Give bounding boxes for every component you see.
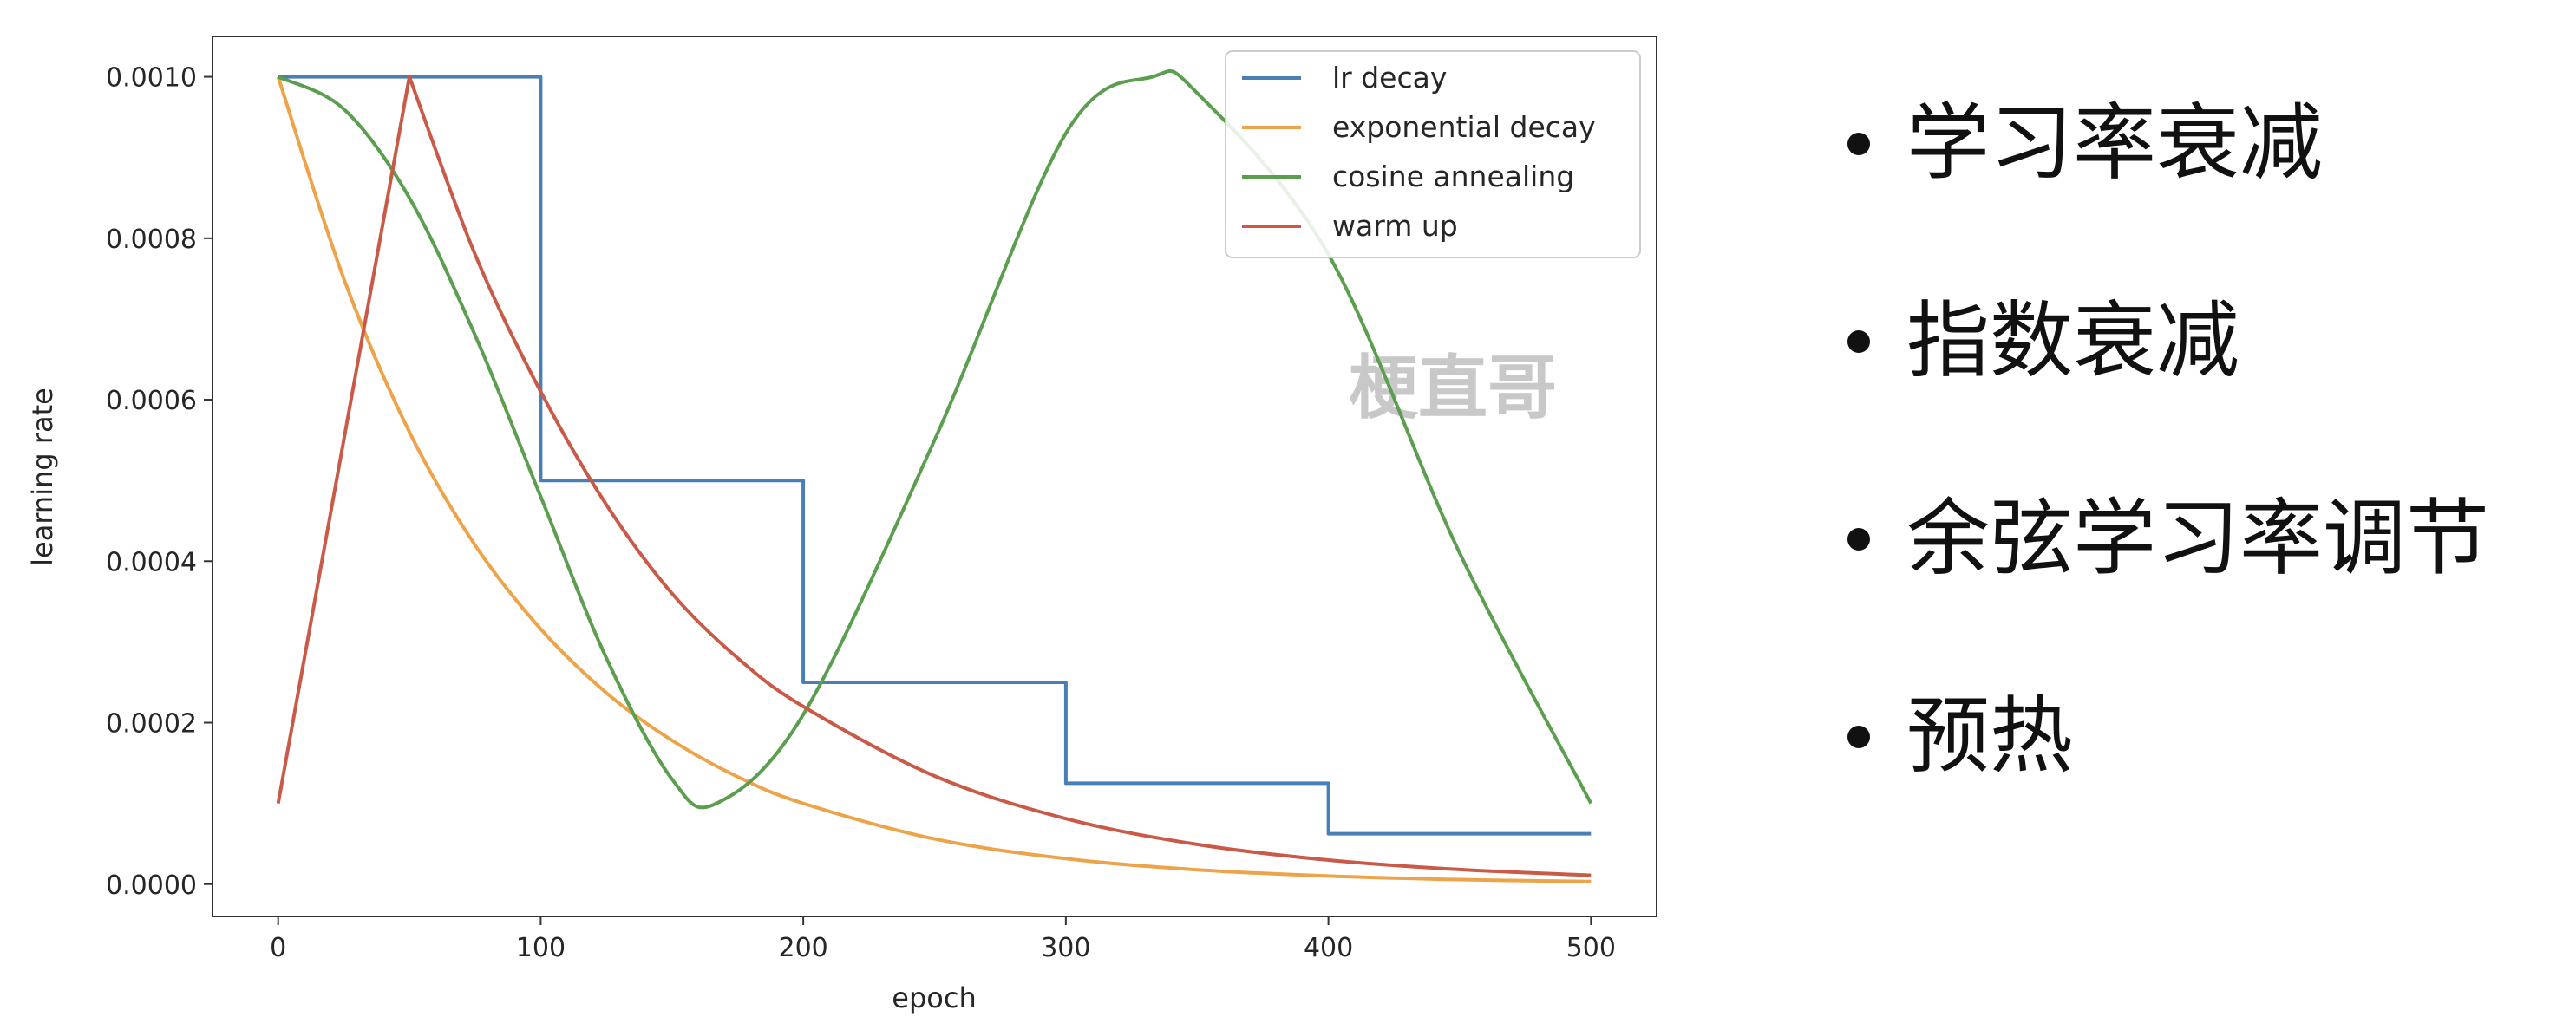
- series-line-exponential-decay: [276, 75, 1592, 883]
- bullet-dot-icon: [1847, 528, 1870, 551]
- series-line-cosine-annealing: [277, 68, 1593, 810]
- legend-label-warm-up: warm up: [1332, 209, 1458, 243]
- y-tick-label: 0.0008: [106, 225, 197, 255]
- series-lines: [276, 68, 1593, 883]
- y-tick-label: 0.0006: [106, 386, 197, 416]
- bullet-text: 指数衰减: [1906, 292, 2239, 389]
- bullet-text: 学习率衰减: [1906, 95, 2323, 192]
- y-tick-label: 0.0000: [106, 870, 197, 901]
- x-axis-label: epoch: [892, 981, 976, 1014]
- bullet-item: 预热: [1847, 675, 2559, 873]
- y-axis-label: learning rate: [26, 388, 59, 566]
- series-line-warm-up: [276, 75, 1592, 877]
- legend: lr decay exponential decay cosine annealin…: [1225, 50, 1641, 258]
- legend-box: [1225, 50, 1641, 258]
- x-tick-label: 200: [779, 933, 828, 963]
- watermark-text: 梗直哥: [1349, 348, 1557, 428]
- y-tick-label: 0.0004: [106, 547, 197, 577]
- legend-label-lr-decay: lr decay: [1332, 61, 1447, 95]
- bullet-dot-icon: [1847, 726, 1870, 748]
- bullet-dot-icon: [1847, 133, 1870, 155]
- learning-rate-chart: 0.0000 0.0002 0.0004 0.0006 0.0008 0.0010 0 10…: [26, 36, 1657, 1014]
- y-tick-label: 0.0010: [106, 63, 197, 94]
- x-tick-label: 500: [1566, 933, 1616, 963]
- legend-label-cosine-annealing: cosine annealing: [1332, 160, 1574, 193]
- y-ticks: 0.0000 0.0002 0.0004 0.0006 0.0008 0.0010: [106, 63, 212, 901]
- bullet-item: 余弦学习率调节: [1847, 478, 2559, 675]
- series-line-lr-decay: [278, 75, 1592, 836]
- bullet-dot-icon: [1847, 330, 1870, 353]
- plot-frame: [212, 36, 1657, 917]
- bullet-list: 学习率衰减指数衰减余弦学习率调节 预热: [1847, 82, 2559, 873]
- x-tick-label: 300: [1041, 933, 1090, 963]
- bullet-text: 余弦学习率调节: [1906, 490, 2489, 587]
- x-tick-label: 400: [1304, 933, 1353, 963]
- bullet-item: 学习率衰减: [1847, 82, 2559, 280]
- x-tick-label: 0: [270, 933, 286, 963]
- x-ticks: 0 100 200 300 400 500: [270, 916, 1616, 963]
- y-tick-label: 0.0002: [106, 709, 197, 740]
- x-tick-label: 100: [516, 933, 566, 963]
- bullet-item: 指数衰减: [1847, 280, 2559, 478]
- legend-label-exponential-decay: exponential decay: [1332, 110, 1596, 144]
- bullet-text: 预热: [1906, 688, 2073, 785]
